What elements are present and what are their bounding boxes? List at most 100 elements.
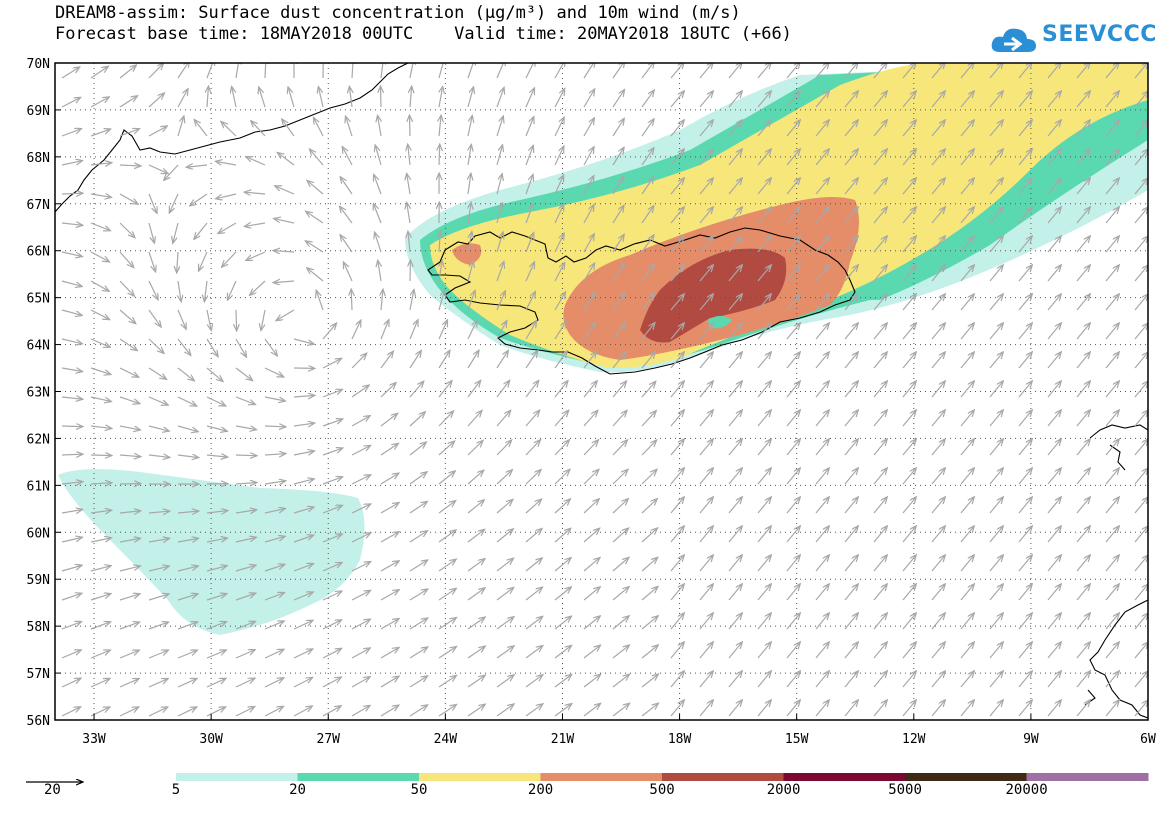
wind-arrow [873, 614, 887, 630]
wind-arrow [1076, 527, 1090, 543]
wind-arrow [235, 565, 255, 572]
wind-arrow [380, 590, 398, 601]
wind-arrow [554, 381, 567, 398]
wind-arrow [61, 482, 82, 484]
wind-arrow [1105, 498, 1119, 514]
wind-arrow [222, 251, 237, 267]
wind-arrow [844, 614, 858, 630]
wind-arrow [61, 67, 79, 79]
wind-arrow [1105, 411, 1119, 427]
wind-arrow [468, 145, 471, 166]
wind-arrow [380, 414, 397, 427]
wind-arrow [496, 646, 513, 659]
wind-arrow [960, 469, 974, 485]
wind-arrow [728, 382, 742, 398]
wind-arrow [228, 280, 237, 299]
wind-arrow [148, 309, 161, 326]
wind-arrow [375, 233, 382, 253]
wind-arrow [786, 614, 800, 630]
wind-arrow [148, 338, 163, 353]
wind-arrow [232, 87, 237, 108]
wind-arrow [815, 179, 829, 195]
wind-arrow [960, 92, 974, 108]
wind-arrow [293, 592, 312, 601]
wind-arrow [438, 351, 450, 369]
wind-arrow [322, 563, 341, 572]
wind-arrow [786, 585, 800, 601]
wind-arrow [206, 367, 222, 381]
wind-arrow [1105, 527, 1119, 543]
wind-arrow [274, 281, 295, 283]
wind-arrow [989, 92, 1003, 108]
wind-arrow [1134, 208, 1148, 224]
wind-arrow [583, 617, 600, 630]
wind-arrow [293, 507, 313, 514]
wind-arrow [61, 280, 81, 286]
wind-arrow [757, 121, 771, 137]
wind-arrow [467, 500, 484, 514]
wind-arrow [1134, 469, 1148, 485]
wind-arrow [583, 529, 599, 543]
wind-arrow [1105, 382, 1119, 398]
wind-arrow [90, 67, 108, 79]
wind-arrow [90, 163, 111, 165]
wind-arrow [931, 556, 945, 572]
wind-arrow [989, 411, 1003, 427]
wind-arrow [786, 266, 800, 282]
wind-arrow [525, 322, 536, 340]
lat-label: 56N [27, 714, 50, 729]
wind-arrow [1047, 92, 1061, 108]
wind-arrow [90, 650, 110, 659]
wind-arrow [322, 620, 341, 630]
wind-arrow [902, 498, 916, 514]
wind-arrow [245, 223, 266, 226]
wind-arrow [293, 678, 312, 688]
wind-arrow [525, 500, 541, 514]
wind-arrow [989, 643, 1003, 659]
wind-arrow [467, 441, 482, 456]
wind-arrow [119, 511, 140, 513]
wind-arrow [177, 594, 197, 601]
wind-arrow [235, 538, 256, 543]
wind-arrow [989, 353, 1003, 369]
wind-arrow [1134, 63, 1148, 79]
wind-arrow [699, 382, 713, 398]
wind-arrow [1018, 179, 1032, 195]
wind-arrow [1076, 701, 1090, 717]
wind-arrow [199, 251, 208, 270]
wind-arrow [844, 498, 858, 514]
wind-arrow [177, 309, 186, 328]
wind-arrow [206, 566, 226, 572]
legend-level-label: 20000 [1005, 782, 1048, 798]
wind-arrow [728, 498, 742, 514]
wind-arrow [1018, 701, 1032, 717]
wind-arrow [815, 63, 829, 79]
wind-arrow [1105, 179, 1119, 195]
legend-swatch [540, 773, 663, 781]
wind-arrow [1134, 150, 1148, 166]
wind-arrow [90, 483, 111, 484]
wind-arrow [1018, 556, 1032, 572]
wind-arrow [670, 556, 684, 572]
wind-arrow [699, 150, 713, 166]
wind-arrow [554, 500, 570, 514]
wind-arrow [119, 707, 138, 717]
wind-arrow [467, 262, 473, 282]
wind-arrow [119, 165, 140, 166]
wind-arrow [583, 148, 594, 166]
wind-arrow [583, 176, 594, 195]
legend-swatch [1026, 773, 1149, 781]
wind-arrow [583, 675, 600, 688]
wind-arrow [815, 614, 829, 630]
wind-arrow [989, 179, 1003, 195]
wind-arrow [757, 614, 771, 630]
wind-arrow [217, 193, 237, 199]
wind-arrow [815, 411, 829, 427]
wind-arrow [902, 324, 916, 340]
wind-arrow [612, 148, 624, 166]
wind-arrow [902, 121, 916, 137]
wind-arrow [293, 707, 312, 717]
wind-arrow [612, 441, 627, 456]
wind-arrow [61, 251, 82, 256]
wind-arrow [236, 63, 239, 79]
